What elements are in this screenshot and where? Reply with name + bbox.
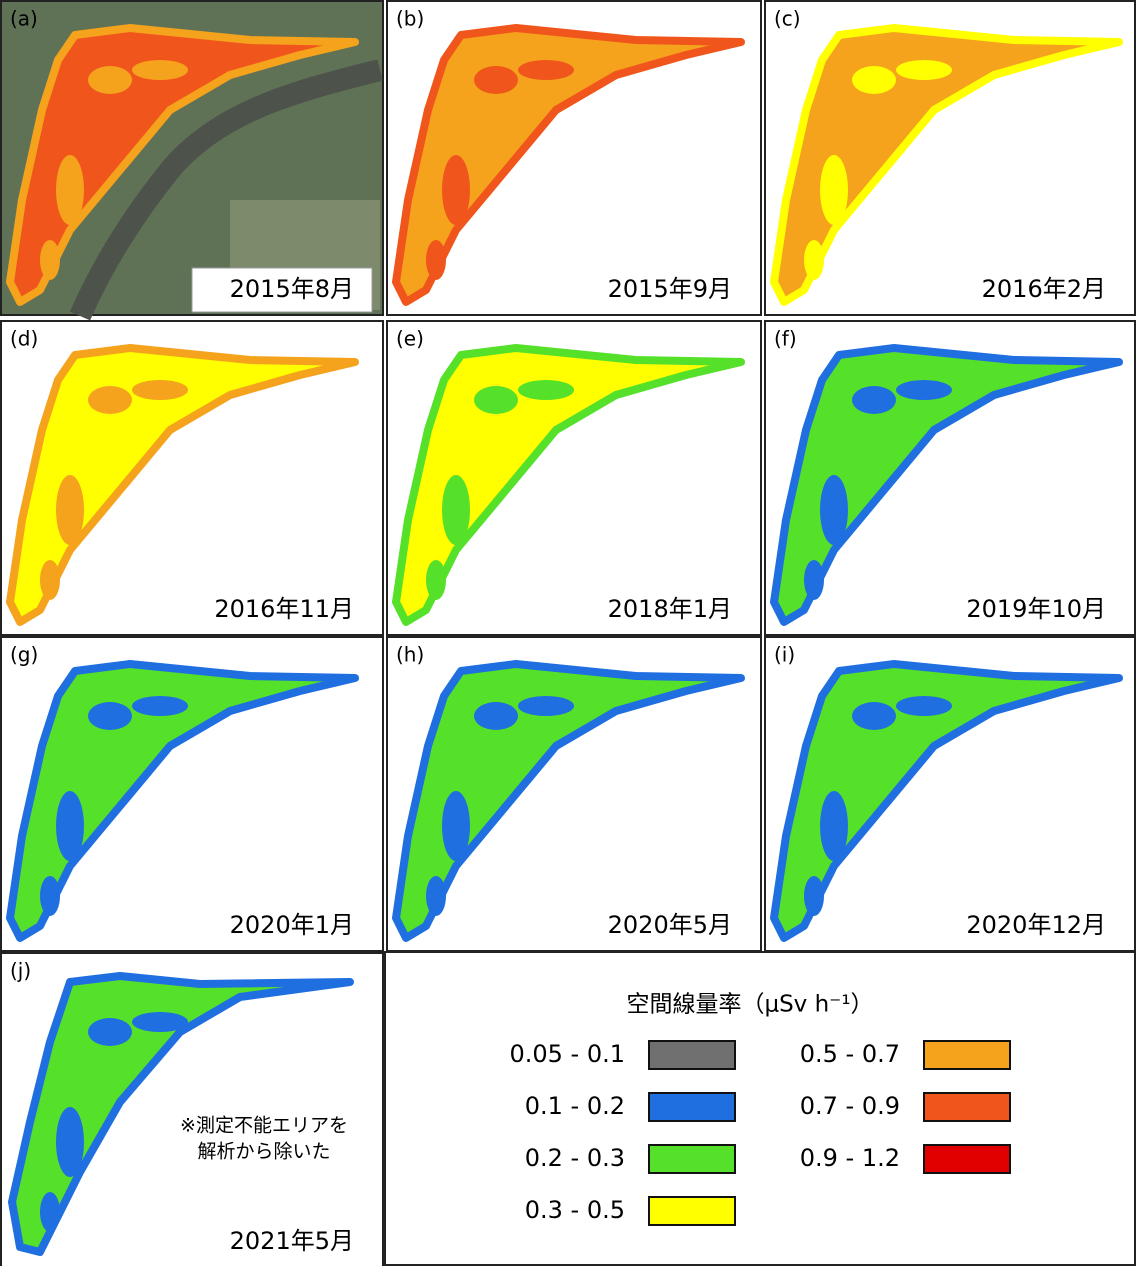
- panel: (g) 2020年1月: [1, 637, 383, 951]
- legend-label: 0.2 - 0.3: [525, 1144, 625, 1172]
- panel-date: 2016年11月: [214, 595, 354, 623]
- panel: (h) 2020年5月: [387, 637, 761, 951]
- area-patch: [518, 380, 574, 400]
- legend-label: 0.3 - 0.5: [525, 1196, 625, 1224]
- legend-swatch: [649, 1145, 735, 1173]
- area-patch: [896, 380, 952, 400]
- panel-date: 2015年9月: [608, 275, 732, 303]
- legend-label: 0.1 - 0.2: [525, 1092, 625, 1120]
- area-patch: [88, 702, 132, 730]
- panel-label: (f): [774, 327, 797, 351]
- legend-swatch: [649, 1093, 735, 1121]
- area-patch: [896, 696, 952, 716]
- panel-date: 2020年12月: [966, 911, 1106, 939]
- area-patch: [474, 66, 518, 94]
- area-patch: [820, 791, 848, 861]
- area-patch: [132, 1012, 188, 1032]
- area-patch: [852, 702, 896, 730]
- panel-date: 2015年8月: [230, 275, 354, 303]
- panel-date: 2018年1月: [608, 595, 732, 623]
- legend-label: 0.9 - 1.2: [800, 1144, 900, 1172]
- area-patch: [474, 386, 518, 414]
- area-patch: [56, 1107, 84, 1177]
- panel-label: (g): [10, 643, 38, 667]
- panel: (j) 2021年5月: [1, 953, 383, 1266]
- area-patch: [852, 386, 896, 414]
- panel-label: (j): [10, 959, 31, 983]
- area-patch: [518, 696, 574, 716]
- legend-label: 0.7 - 0.9: [800, 1092, 900, 1120]
- panel-label: (a): [10, 7, 38, 31]
- area-patch: [804, 560, 824, 600]
- area-patch: [56, 791, 84, 861]
- panel-label: (b): [396, 7, 424, 31]
- legend-label: 0.05 - 0.1: [509, 1040, 625, 1068]
- area-patch: [132, 60, 188, 80]
- area-patch: [426, 876, 446, 916]
- area-patch: [56, 475, 84, 545]
- area-patch: [896, 60, 952, 80]
- area-patch: [852, 66, 896, 94]
- area-patch: [518, 60, 574, 80]
- panel-label: (i): [774, 643, 795, 667]
- legend-title: 空間線量率（μSv h⁻¹）: [626, 992, 873, 1018]
- legend-swatch: [924, 1145, 1010, 1173]
- area-patch: [820, 475, 848, 545]
- panel: (d) 2016年11月: [1, 321, 383, 635]
- area-patch: [426, 240, 446, 280]
- legend-swatch: [649, 1197, 735, 1225]
- panel-label: (e): [396, 327, 424, 351]
- area-patch: [40, 876, 60, 916]
- area-patch: [132, 380, 188, 400]
- panel-label: (d): [10, 327, 38, 351]
- panel: (e) 2018年1月: [387, 321, 761, 635]
- legend-swatch: [649, 1041, 735, 1069]
- legend-swatch: [924, 1041, 1010, 1069]
- panel-date: 2020年5月: [608, 911, 732, 939]
- area-patch: [442, 475, 470, 545]
- area-patch: [804, 240, 824, 280]
- area-patch: [40, 560, 60, 600]
- panel: (i) 2020年12月: [765, 637, 1135, 951]
- area-patch: [820, 155, 848, 225]
- area-patch: [88, 66, 132, 94]
- area-patch: [40, 240, 60, 280]
- panel: (b) 2015年9月: [387, 1, 761, 315]
- panel-date: 2016年2月: [982, 275, 1106, 303]
- figure: (a) 2015年8月 (b) 2015年9月 (c) 2016年2月 (d) 2016年11…: [0, 0, 1136, 1266]
- panel-date: 2021年5月: [230, 1227, 354, 1255]
- area-patch: [40, 1192, 60, 1232]
- panel: (f) 2019年10月: [765, 321, 1135, 635]
- panel-date: 2020年1月: [230, 911, 354, 939]
- area-patch: [132, 696, 188, 716]
- panel: (a) 2015年8月: [1, 1, 383, 316]
- note: ※測定不能エリアを: [180, 1115, 348, 1137]
- area-patch: [474, 702, 518, 730]
- note: 解析から除いた: [197, 1141, 330, 1163]
- area-patch: [88, 386, 132, 414]
- legend-swatch: [924, 1093, 1010, 1121]
- panel-date: 2019年10月: [966, 595, 1106, 623]
- area-patch: [88, 1018, 132, 1046]
- legend-label: 0.5 - 0.7: [800, 1040, 900, 1068]
- panel-label: (h): [396, 643, 424, 667]
- area-patch: [442, 155, 470, 225]
- area-patch: [56, 155, 84, 225]
- area-patch: [426, 560, 446, 600]
- panel: (c) 2016年2月: [765, 1, 1135, 315]
- area-patch: [442, 791, 470, 861]
- panel-label: (c): [774, 7, 801, 31]
- area-patch: [804, 876, 824, 916]
